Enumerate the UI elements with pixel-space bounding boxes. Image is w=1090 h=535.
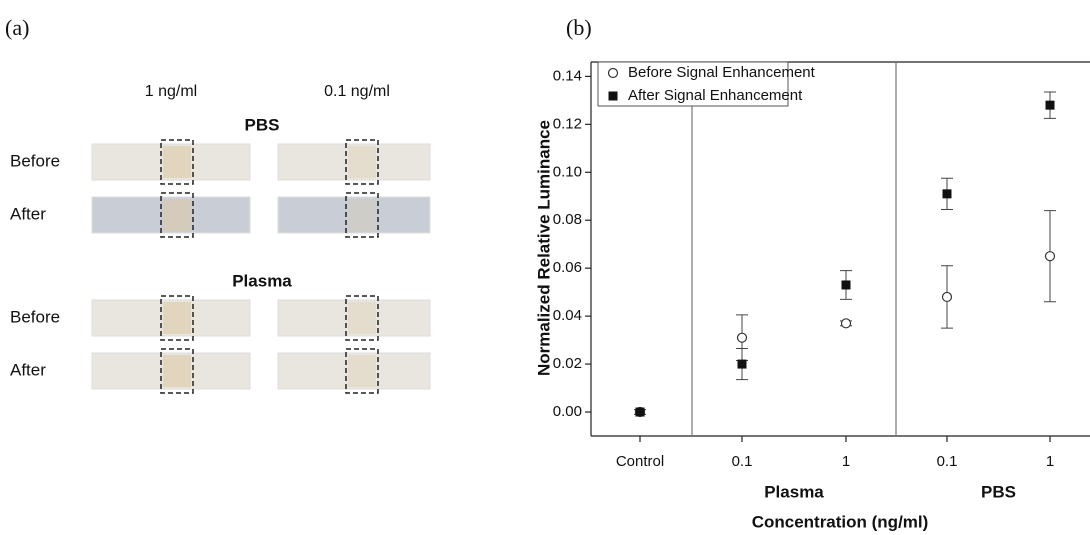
panel-label: (b) [566,15,592,40]
column-label: 0.1 ng/ml [324,83,390,100]
x-tick-label: Control [616,453,664,470]
roi-box [345,295,379,341]
signal-spot [163,199,191,231]
group-label: PBS [981,482,1016,501]
y-tick-label: 0.12 [553,115,582,132]
data-point [840,318,852,329]
data-point [635,407,645,417]
y-tick-label: 0.02 [553,355,582,372]
test-strip [277,196,431,234]
y-tick-label: 0.00 [553,403,582,420]
test-strip [277,299,431,337]
data-point [941,291,953,303]
row-label: Before [10,307,60,326]
x-tick-label: 1 [842,453,850,470]
panel-label: (a) [5,15,29,40]
data-point [1045,100,1055,110]
signal-spot [348,355,376,387]
column-label: 1 ng/ml [145,83,197,100]
x-tick-label: 1 [1046,453,1054,470]
data-point [736,332,748,343]
data-point [841,280,851,290]
data-point [737,359,747,369]
data-point [1044,251,1056,262]
roi-box [160,192,194,238]
roi-box [160,295,194,341]
x-tick-label: 0.1 [732,453,753,470]
group-title: Plasma [232,271,292,290]
legend-marker [607,67,619,79]
signal-spot [163,146,191,178]
y-tick-label: 0.04 [553,307,582,324]
panel-a: 1 ng/ml 0.1 ng/ml PBS Before After Plasma Befo… [10,83,431,394]
y-tick-label: 0.06 [553,259,582,276]
y-tick-label: 0.08 [553,211,582,228]
roi-box [345,348,379,394]
roi-box [160,139,194,185]
roi-box [345,139,379,185]
legend-box [597,61,789,107]
y-axis-title: Normalized Relative Luminance [534,120,553,376]
legend-label: After Signal Enhancement [628,87,803,104]
data-point [942,189,952,199]
signal-spot [348,199,376,231]
roi-box [345,192,379,238]
y-tick-label: 0.14 [553,67,582,84]
row-label: After [10,204,46,223]
group-label: Plasma [764,482,824,501]
test-strip [277,352,431,390]
row-label: Before [10,151,60,170]
y-tick-label: 0.10 [553,163,582,180]
group-title: PBS [245,115,280,134]
test-strip [277,143,431,181]
legend-label: Before Signal Enhancement [628,64,816,81]
roi-box [160,348,194,394]
signal-spot [163,355,191,387]
signal-spot [163,302,191,334]
legend-marker [608,91,618,101]
row-label: After [10,360,46,379]
x-axis-title: Concentration (ng/ml) [752,512,929,531]
signal-spot [348,302,376,334]
x-tick-label: 0.1 [937,453,958,470]
signal-spot [348,146,376,178]
